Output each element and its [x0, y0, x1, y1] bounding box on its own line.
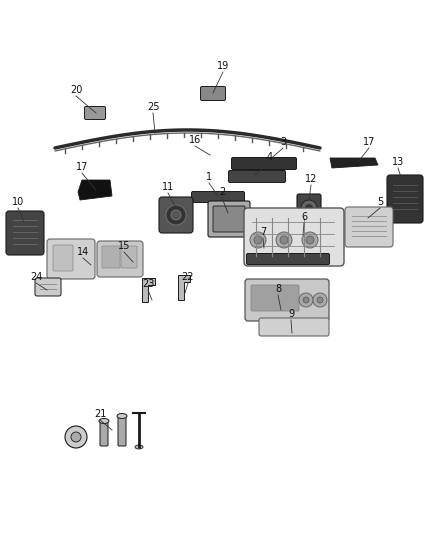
Text: 9: 9: [288, 309, 294, 319]
Polygon shape: [330, 158, 378, 168]
FancyBboxPatch shape: [232, 157, 297, 169]
Circle shape: [302, 232, 318, 248]
Text: 15: 15: [118, 241, 130, 251]
FancyBboxPatch shape: [345, 207, 393, 247]
Text: 17: 17: [76, 162, 88, 172]
Text: 22: 22: [182, 272, 194, 282]
FancyBboxPatch shape: [251, 285, 299, 311]
Text: 1: 1: [206, 172, 212, 182]
Text: 24: 24: [30, 272, 42, 282]
Polygon shape: [142, 278, 155, 302]
FancyBboxPatch shape: [35, 278, 61, 296]
Circle shape: [305, 204, 313, 212]
Polygon shape: [78, 180, 112, 200]
Circle shape: [71, 432, 81, 442]
Text: 6: 6: [301, 212, 307, 222]
FancyBboxPatch shape: [159, 197, 193, 233]
Circle shape: [65, 426, 87, 448]
Text: 12: 12: [305, 174, 317, 184]
FancyBboxPatch shape: [85, 107, 106, 119]
FancyBboxPatch shape: [191, 191, 244, 203]
Text: 19: 19: [217, 61, 229, 71]
Circle shape: [276, 232, 292, 248]
Text: 5: 5: [377, 197, 383, 207]
Polygon shape: [178, 275, 190, 300]
Circle shape: [254, 236, 262, 244]
Circle shape: [313, 293, 327, 307]
Circle shape: [306, 236, 314, 244]
Text: 2: 2: [219, 187, 225, 197]
Ellipse shape: [117, 414, 127, 418]
FancyBboxPatch shape: [297, 194, 321, 222]
Circle shape: [299, 293, 313, 307]
Circle shape: [171, 210, 181, 220]
FancyBboxPatch shape: [247, 254, 329, 264]
Text: 16: 16: [189, 135, 201, 145]
Text: 13: 13: [392, 157, 404, 167]
Ellipse shape: [135, 445, 143, 449]
Text: 4: 4: [267, 152, 273, 162]
Text: 17: 17: [363, 137, 375, 147]
Circle shape: [303, 297, 309, 303]
Ellipse shape: [99, 418, 109, 424]
Text: 20: 20: [70, 85, 82, 95]
Circle shape: [250, 232, 266, 248]
Text: 3: 3: [280, 137, 286, 147]
FancyBboxPatch shape: [259, 318, 329, 336]
FancyBboxPatch shape: [244, 208, 344, 266]
FancyBboxPatch shape: [47, 239, 95, 279]
FancyBboxPatch shape: [102, 246, 120, 268]
Circle shape: [317, 297, 323, 303]
Circle shape: [166, 205, 186, 225]
Text: 25: 25: [147, 102, 159, 112]
Text: 21: 21: [94, 409, 106, 419]
FancyBboxPatch shape: [213, 206, 245, 232]
FancyBboxPatch shape: [208, 201, 250, 237]
Text: 10: 10: [12, 197, 24, 207]
Text: 11: 11: [162, 182, 174, 192]
FancyBboxPatch shape: [53, 245, 73, 271]
FancyBboxPatch shape: [121, 246, 137, 268]
FancyBboxPatch shape: [245, 279, 329, 321]
FancyBboxPatch shape: [100, 422, 108, 446]
Circle shape: [280, 236, 288, 244]
FancyBboxPatch shape: [387, 175, 423, 223]
FancyBboxPatch shape: [201, 86, 226, 101]
Circle shape: [301, 200, 317, 216]
FancyBboxPatch shape: [118, 417, 126, 446]
Text: 14: 14: [77, 247, 89, 257]
Text: 23: 23: [142, 279, 154, 289]
Text: 7: 7: [260, 227, 266, 237]
Text: 8: 8: [275, 284, 281, 294]
FancyBboxPatch shape: [229, 171, 286, 182]
FancyBboxPatch shape: [97, 241, 143, 277]
FancyBboxPatch shape: [6, 211, 44, 255]
